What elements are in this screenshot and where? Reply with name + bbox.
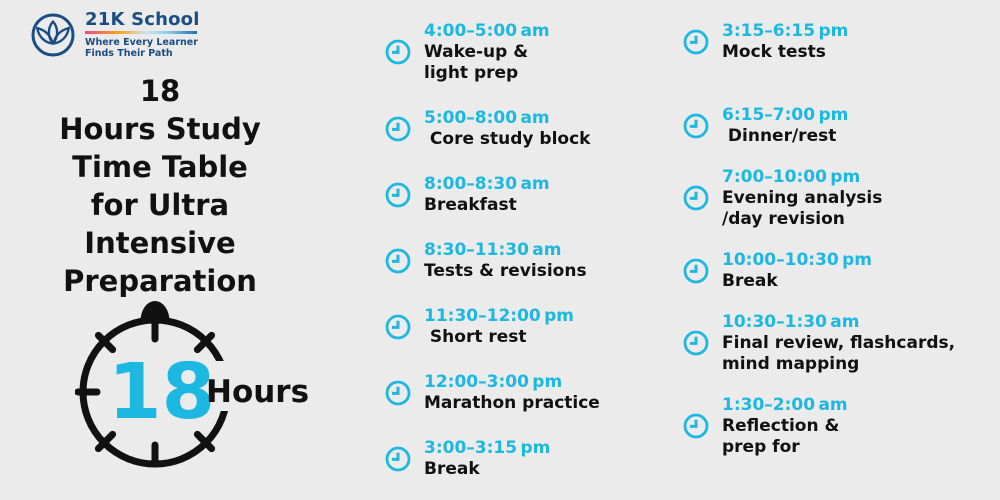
schedule-item: 5:00–8:00 am Core study block [385, 107, 660, 150]
schedule-activity: Core study block [424, 129, 591, 149]
schedule-item: 4:00–5:00 am Wake-up & light prep [385, 20, 660, 84]
schedule-time: 11:30–12:00 pm [424, 306, 575, 326]
schedule-activity: Dinner/rest [722, 126, 837, 146]
clock-icon [385, 314, 411, 339]
clock-icon [683, 258, 709, 283]
schedule-item-text: 8:00–8:30 am Breakfast [424, 173, 550, 216]
schedule-time: 7:00–10:00 pm [722, 167, 861, 187]
page-title: 18 Hours Study Time Table for Ultra Inte… [59, 74, 261, 298]
schedule-time: 1:30–2:00 am [722, 395, 848, 415]
lotus-logo-icon [31, 13, 75, 57]
schedule-item-text: 5:00–8:00 am Core study block [424, 107, 590, 150]
logo-name: 21K School [85, 9, 200, 30]
schedule-item-text: 1:30–2:00 am Reflection & prep for [722, 394, 848, 458]
schedule-time: 10:00–10:30 pm [722, 250, 873, 270]
schedule-item: 7:00–10:00 pm Evening analysis /day revi… [683, 166, 988, 230]
schedule-time: 8:00–8:30 am [424, 174, 550, 194]
clock-icon [683, 113, 709, 138]
schedule-item-text: 3:15–6:15 pm Mock tests [722, 20, 848, 63]
schedule-item: 10:30–1:30 am Final review, flashcards, … [683, 311, 988, 375]
schedule-item: 3:15–6:15 pm Mock tests [683, 20, 988, 63]
schedule-item-text: 7:00–10:00 pm Evening analysis /day revi… [722, 166, 882, 230]
clock-icon [683, 330, 709, 356]
stopwatch-ticks [75, 319, 216, 465]
schedule-activity: Evening analysis /day revision [722, 188, 883, 229]
schedule-activity: Mock tests [722, 42, 826, 62]
schedule-item-text: 12:00–3:00 pm Marathon practice [424, 371, 600, 414]
schedule-activity: Break [722, 271, 778, 291]
clock-icon [385, 116, 411, 141]
schedule-item: 1:30–2:00 am Reflection & prep for [683, 394, 988, 458]
clock-icon [385, 39, 411, 65]
clock-icon [385, 380, 411, 405]
schedule-activity: Breakfast [424, 195, 517, 215]
schedule-time: 3:15–6:15 pm [722, 21, 849, 41]
hours-value: 18 [108, 348, 215, 437]
schedule-item: 8:30–11:30 am Tests & revisions [385, 239, 660, 282]
stopwatch-knob [140, 301, 170, 321]
schedule-column-1: 4:00–5:00 am Wake-up & light prep 5:00–8… [385, 20, 660, 500]
schedule-activity: Tests & revisions [424, 261, 587, 281]
schedule-time: 12:00–3:00 pm [424, 372, 563, 392]
schedule-column-2: 3:15–6:15 pm Mock tests 6:15–7:00 pm Din… [683, 20, 988, 477]
logo: 21K School Where Every Learner Finds The… [30, 10, 200, 60]
clock-icon [385, 182, 411, 207]
schedule-time: 5:00–8:00 am [424, 108, 550, 128]
schedule-activity: Wake-up & light prep [424, 42, 529, 83]
schedule-item: 6:15–7:00 pm Dinner/rest [683, 104, 988, 147]
schedule-item: 8:00–8:30 am Breakfast [385, 173, 660, 216]
schedule-activity: Final review, flashcards, mind mapping [722, 333, 956, 374]
logo-tagline: Where Every Learner Finds Their Path [85, 36, 198, 60]
schedule-item: 11:30–12:00 pm Short rest [385, 305, 660, 348]
schedule-time: 10:30–1:30 am [722, 312, 860, 332]
stopwatch-graphic: 18 Hours [75, 301, 315, 468]
schedule-time: 6:15–7:00 pm [722, 105, 849, 125]
schedule-item-text: 10:00–10:30 pm Break [722, 249, 872, 292]
schedule-activity: Break [424, 459, 480, 479]
hours-label: Hours [206, 374, 309, 410]
schedule-item-text: 8:30–11:30 am Tests & revisions [424, 239, 587, 282]
schedule-time: 8:30–11:30 am [424, 240, 562, 260]
logo-gradient-rule [85, 31, 197, 34]
schedule-item: 12:00–3:00 pm Marathon practice [385, 371, 660, 414]
clock-icon [683, 185, 709, 211]
schedule-item-text: 11:30–12:00 pm Short rest [424, 305, 574, 348]
clock-icon [385, 248, 411, 273]
clock-icon [683, 413, 709, 439]
schedule-time: 4:00–5:00 am [424, 21, 550, 41]
schedule-item-text: 4:00–5:00 am Wake-up & light prep [424, 20, 550, 84]
schedule-item-text: 6:15–7:00 pm Dinner/rest [722, 104, 848, 147]
schedule-activity: Short rest [424, 327, 527, 347]
schedule-item-text: 10:30–1:30 am Final review, flashcards, … [722, 311, 955, 375]
schedule-item: 3:00–3:15 pm Break [385, 437, 660, 480]
clock-icon [385, 446, 411, 471]
schedule-time: 3:00–3:15 pm [424, 438, 551, 458]
schedule-activity: Marathon practice [424, 393, 600, 413]
logo-text: 21K School Where Every Learner Finds The… [85, 10, 200, 60]
schedule-item: 10:00–10:30 pm Break [683, 249, 988, 292]
schedule-activity: Reflection & prep for [722, 416, 840, 457]
clock-icon [683, 29, 709, 54]
schedule-item-text: 3:00–3:15 pm Break [424, 437, 550, 480]
